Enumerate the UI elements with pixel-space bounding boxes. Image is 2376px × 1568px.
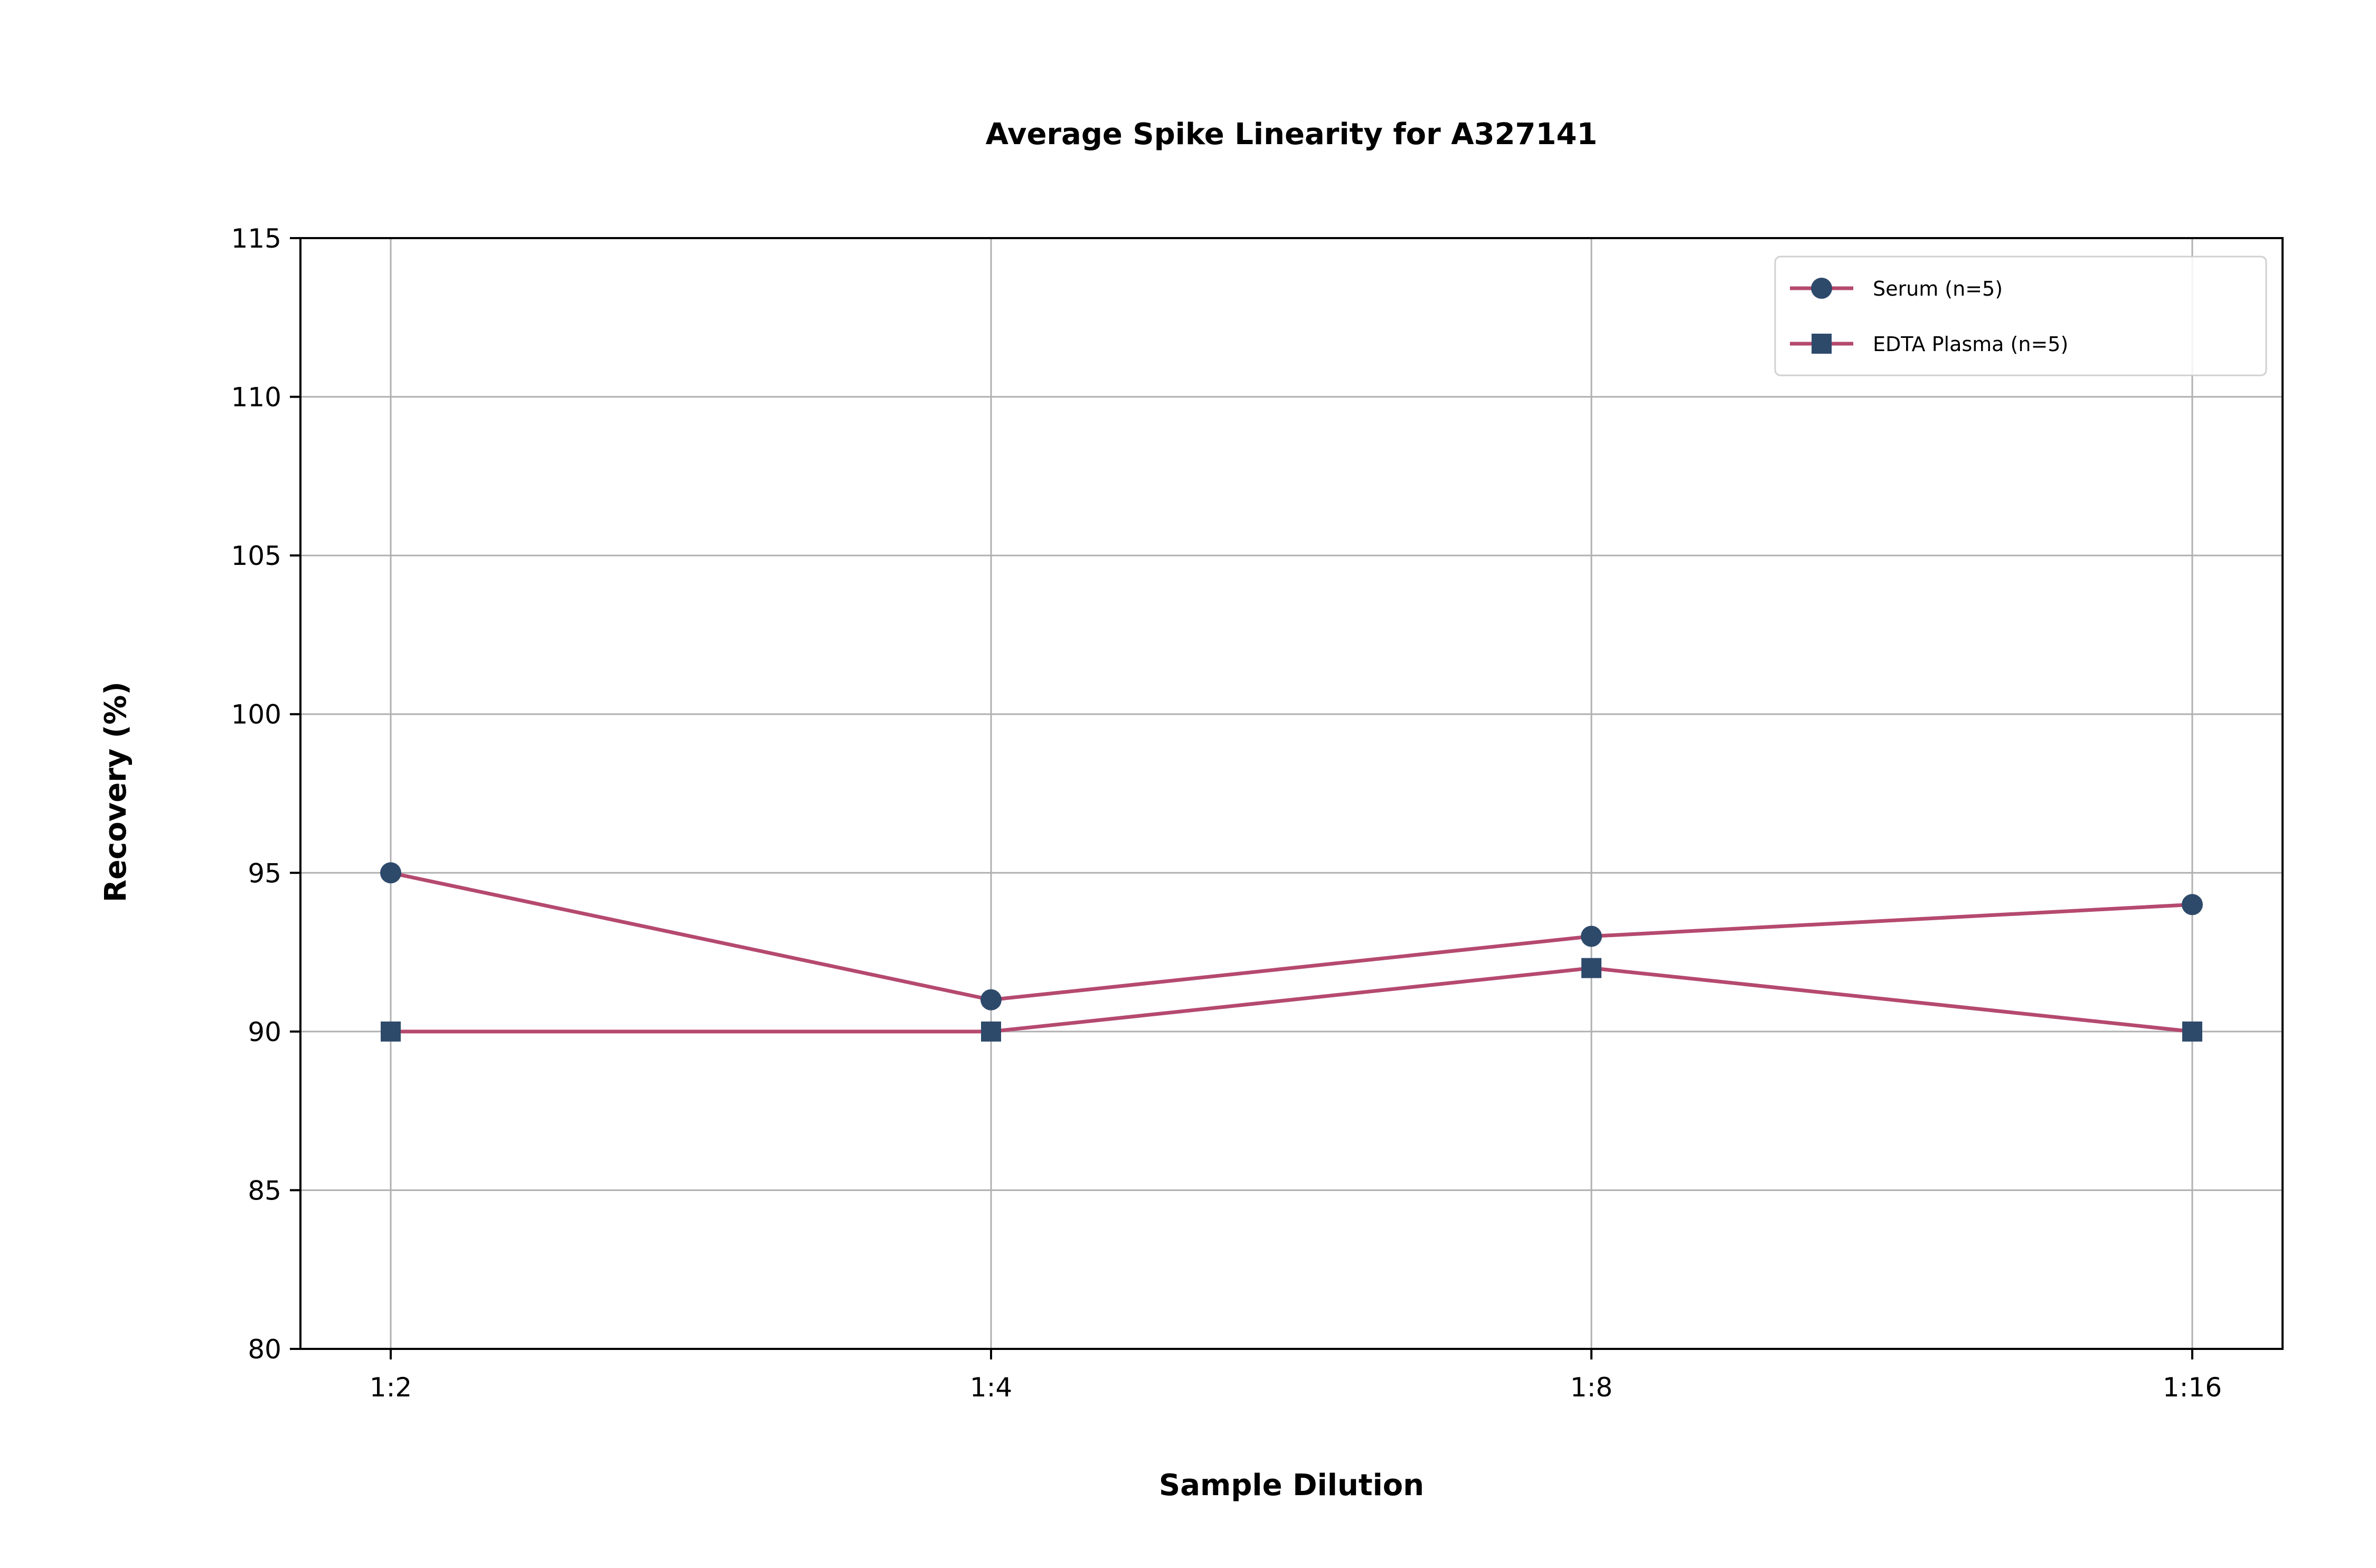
x-tick-label: 1:8 bbox=[1570, 1372, 1613, 1403]
legend-box bbox=[1774, 256, 2267, 376]
data-point bbox=[2182, 894, 2203, 915]
legend-label: EDTA Plasma (n=5) bbox=[1873, 333, 2068, 356]
legend: Serum (n=5) EDTA Plasma (n=5) bbox=[1774, 256, 2267, 376]
series-line bbox=[390, 871, 2193, 1002]
series-1 bbox=[380, 862, 2203, 1010]
series-line bbox=[391, 966, 2193, 1034]
y-axis-label: Recovery (%) bbox=[99, 682, 133, 902]
x-axis-label: Sample Dilution bbox=[1159, 1468, 1424, 1503]
y-tick-label: 80 bbox=[248, 1334, 281, 1365]
y-tick-label: 90 bbox=[248, 1017, 281, 1047]
y-axis-ticks: 80 85 90 95 100 105 110 115 bbox=[231, 223, 300, 1365]
legend-item: EDTA Plasma (n=5) bbox=[1790, 333, 2068, 356]
chart-title: Average Spike Linearity for A327141 bbox=[986, 117, 1598, 152]
y-tick-label: 105 bbox=[231, 541, 281, 571]
x-tick-label: 1:2 bbox=[370, 1372, 412, 1403]
legend-item: Serum (n=5) bbox=[1790, 277, 2003, 300]
x-tick-label: 1:4 bbox=[970, 1372, 1012, 1403]
y-tick-label: 110 bbox=[231, 382, 281, 413]
y-tick-label: 95 bbox=[248, 858, 281, 889]
x-axis-ticks: 1:2 1:4 1:8 1:16 bbox=[370, 1349, 2222, 1403]
data-point bbox=[2182, 1021, 2202, 1042]
data-point bbox=[380, 862, 401, 884]
data-point bbox=[1581, 925, 1602, 947]
series-2 bbox=[381, 958, 2202, 1042]
y-tick-label: 115 bbox=[231, 223, 281, 254]
x-tick-label: 1:16 bbox=[2163, 1372, 2222, 1403]
legend-marker bbox=[1812, 334, 1832, 354]
grid-lines bbox=[300, 237, 2283, 1350]
data-point bbox=[981, 1021, 1001, 1042]
plot-frame bbox=[299, 237, 2284, 1350]
data-point bbox=[980, 989, 1002, 1010]
legend-label: Serum (n=5) bbox=[1873, 277, 2003, 300]
y-tick-label: 100 bbox=[231, 700, 281, 730]
y-tick-label: 85 bbox=[248, 1175, 281, 1206]
data-point bbox=[1581, 958, 1601, 978]
series-layer bbox=[380, 862, 2203, 1042]
data-point bbox=[381, 1021, 401, 1042]
legend-marker bbox=[1811, 278, 1832, 299]
